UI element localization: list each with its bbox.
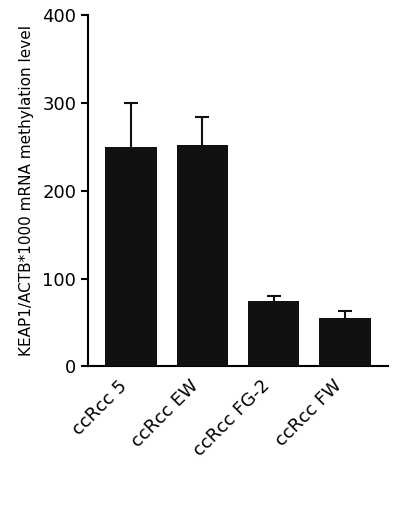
Y-axis label: KEAP1/ACTB*1000 mRNA methylation level: KEAP1/ACTB*1000 mRNA methylation level bbox=[19, 25, 34, 356]
Bar bbox=[248, 301, 300, 366]
Bar bbox=[176, 145, 228, 366]
Bar bbox=[105, 147, 156, 366]
Bar bbox=[320, 318, 371, 366]
